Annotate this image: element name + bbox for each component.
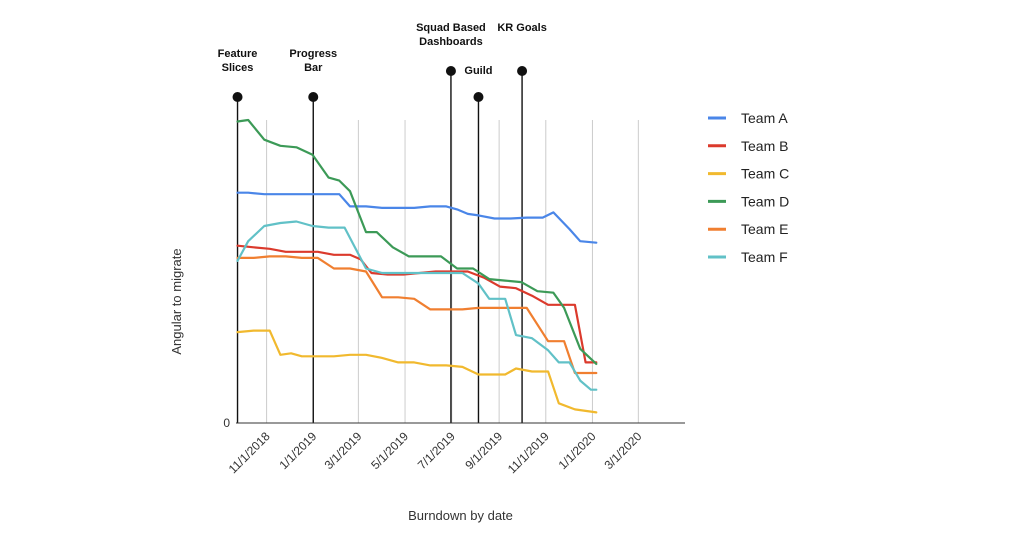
event-label: Squad Based (416, 22, 486, 34)
x-tick-label: 3/1/2020 (602, 429, 645, 472)
event-dot (445, 66, 456, 76)
x-tick-label: 3/1/2019 (322, 429, 365, 472)
legend-label: Team B (741, 138, 788, 154)
event-label: Guild (464, 65, 492, 77)
event-markers: Feature Slices Progress Bar Squad Based Dashb… (218, 22, 547, 423)
series-line-team-c (236, 329, 598, 414)
legend-label: Team F (741, 249, 788, 265)
y-axis-title: Angular to migrate (169, 248, 184, 354)
legend-label: Team D (741, 193, 789, 209)
event-dot (517, 66, 528, 76)
series-lines (236, 118, 598, 414)
series-line-team-e (236, 255, 598, 375)
legend-label: Team E (741, 221, 788, 237)
x-tick-label: 1/1/2019 (276, 429, 319, 472)
event-dot (473, 92, 484, 102)
series-line-team-a (236, 191, 598, 244)
event-label: Progress (289, 48, 337, 60)
legend-label: Team C (741, 166, 789, 182)
event-dot (308, 92, 319, 102)
x-tick-label: 11/1/2019 (505, 429, 552, 476)
event-label: Slices (222, 62, 254, 74)
x-tick-label: 11/1/2018 (226, 429, 273, 476)
event-label: KR Goals (497, 22, 547, 34)
x-tick-label: 1/1/2020 (556, 429, 599, 472)
axes: 11/1/2018 1/1/2019 3/1/2019 5/1/2019 7/1/201… (169, 248, 685, 523)
series-line-team-f (236, 220, 598, 391)
legend: Team A Team B Team C Team D Team E Team F (708, 110, 789, 265)
y-tick-label: 0 (223, 416, 230, 430)
event-dot (232, 92, 243, 102)
x-tick-label: 7/1/2019 (415, 429, 458, 472)
x-axis-title: Burndown by date (408, 508, 513, 523)
series-line-team-d (236, 118, 598, 365)
x-tick-label: 9/1/2019 (462, 429, 505, 472)
legend-label: Team A (741, 110, 788, 126)
event-label: Bar (304, 62, 323, 74)
x-tick-label: 5/1/2019 (368, 429, 411, 472)
event-label: Feature (218, 48, 258, 60)
event-label: Dashboards (419, 36, 483, 48)
